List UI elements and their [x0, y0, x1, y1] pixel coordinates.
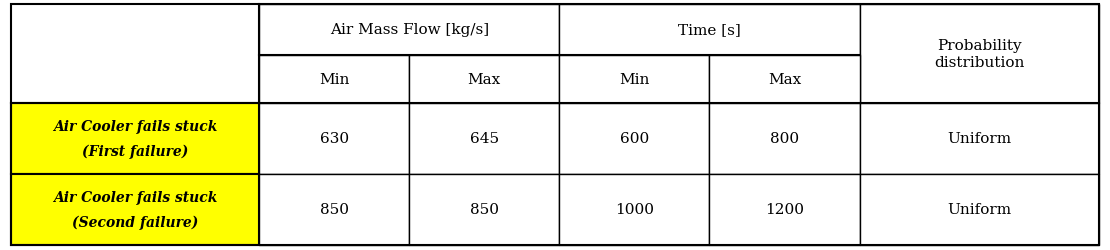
Bar — [11, 5, 259, 103]
Bar — [859, 104, 1099, 174]
Bar — [859, 174, 1099, 245]
Text: Uniform: Uniform — [947, 203, 1011, 216]
Text: Time [s]: Time [s] — [678, 23, 740, 37]
Text: Air Cooler fails stuck: Air Cooler fails stuck — [53, 190, 218, 204]
Bar — [410, 174, 559, 245]
Bar — [559, 104, 709, 174]
Bar — [410, 56, 559, 104]
Bar — [259, 5, 559, 56]
Bar — [11, 104, 259, 174]
Text: 850: 850 — [470, 203, 498, 216]
Text: 645: 645 — [470, 132, 498, 146]
Text: (Second failure): (Second failure) — [72, 215, 199, 230]
Text: Probability
distribution: Probability distribution — [934, 39, 1025, 69]
Text: 1000: 1000 — [615, 203, 654, 216]
Bar — [559, 174, 709, 245]
Bar — [259, 174, 410, 245]
Bar — [259, 56, 410, 104]
Bar — [559, 56, 709, 104]
Text: 1200: 1200 — [765, 203, 804, 216]
Text: Max: Max — [768, 72, 801, 86]
Text: Air Mass Flow [kg/s]: Air Mass Flow [kg/s] — [330, 23, 488, 37]
Bar — [709, 56, 859, 104]
Text: (First failure): (First failure) — [82, 144, 189, 159]
Bar — [259, 104, 410, 174]
Text: Air Cooler fails stuck: Air Cooler fails stuck — [53, 119, 218, 133]
Text: Max: Max — [467, 72, 501, 86]
Bar — [859, 5, 1099, 103]
Bar — [11, 174, 259, 245]
Text: Uniform: Uniform — [947, 132, 1011, 146]
Text: 600: 600 — [619, 132, 649, 146]
Bar — [709, 104, 859, 174]
Text: 850: 850 — [320, 203, 349, 216]
Bar — [709, 174, 859, 245]
Text: 630: 630 — [320, 132, 349, 146]
Text: Min: Min — [319, 72, 350, 86]
Text: Min: Min — [619, 72, 649, 86]
Text: 800: 800 — [770, 132, 799, 146]
Bar — [559, 5, 859, 56]
Bar — [410, 104, 559, 174]
